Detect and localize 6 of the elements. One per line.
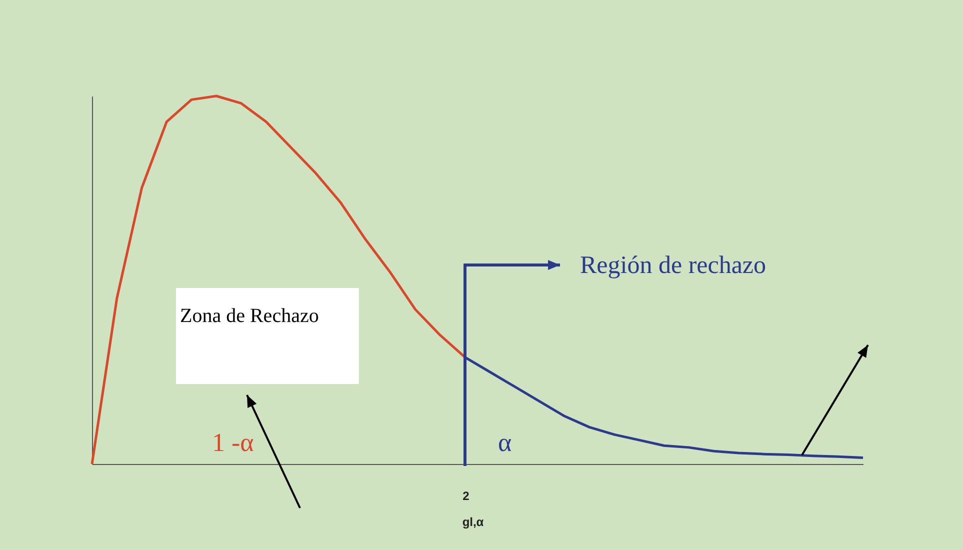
annotation: Región de rechazo — [580, 252, 766, 279]
text: 2 — [462, 489, 470, 503]
text-box: Zona de Rechazo — [176, 288, 359, 384]
text: gl,α — [462, 515, 484, 529]
annotation: α — [498, 428, 512, 457]
annotation: 1 -α — [212, 428, 254, 457]
